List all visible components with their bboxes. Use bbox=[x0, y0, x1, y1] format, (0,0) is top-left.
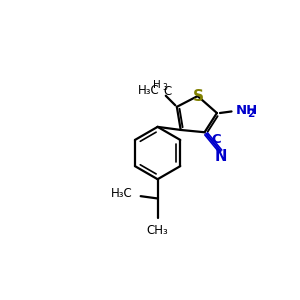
Text: 2: 2 bbox=[247, 109, 254, 119]
Text: H: H bbox=[153, 80, 160, 90]
Text: C: C bbox=[164, 85, 172, 98]
Text: 3: 3 bbox=[162, 83, 167, 92]
Text: H₃C: H₃C bbox=[111, 187, 133, 200]
Text: S: S bbox=[193, 88, 204, 104]
Text: NH: NH bbox=[236, 104, 258, 117]
Text: CH₃: CH₃ bbox=[147, 224, 169, 237]
Text: H₃C: H₃C bbox=[138, 84, 160, 97]
Text: C: C bbox=[212, 133, 221, 146]
Text: N: N bbox=[215, 149, 227, 164]
